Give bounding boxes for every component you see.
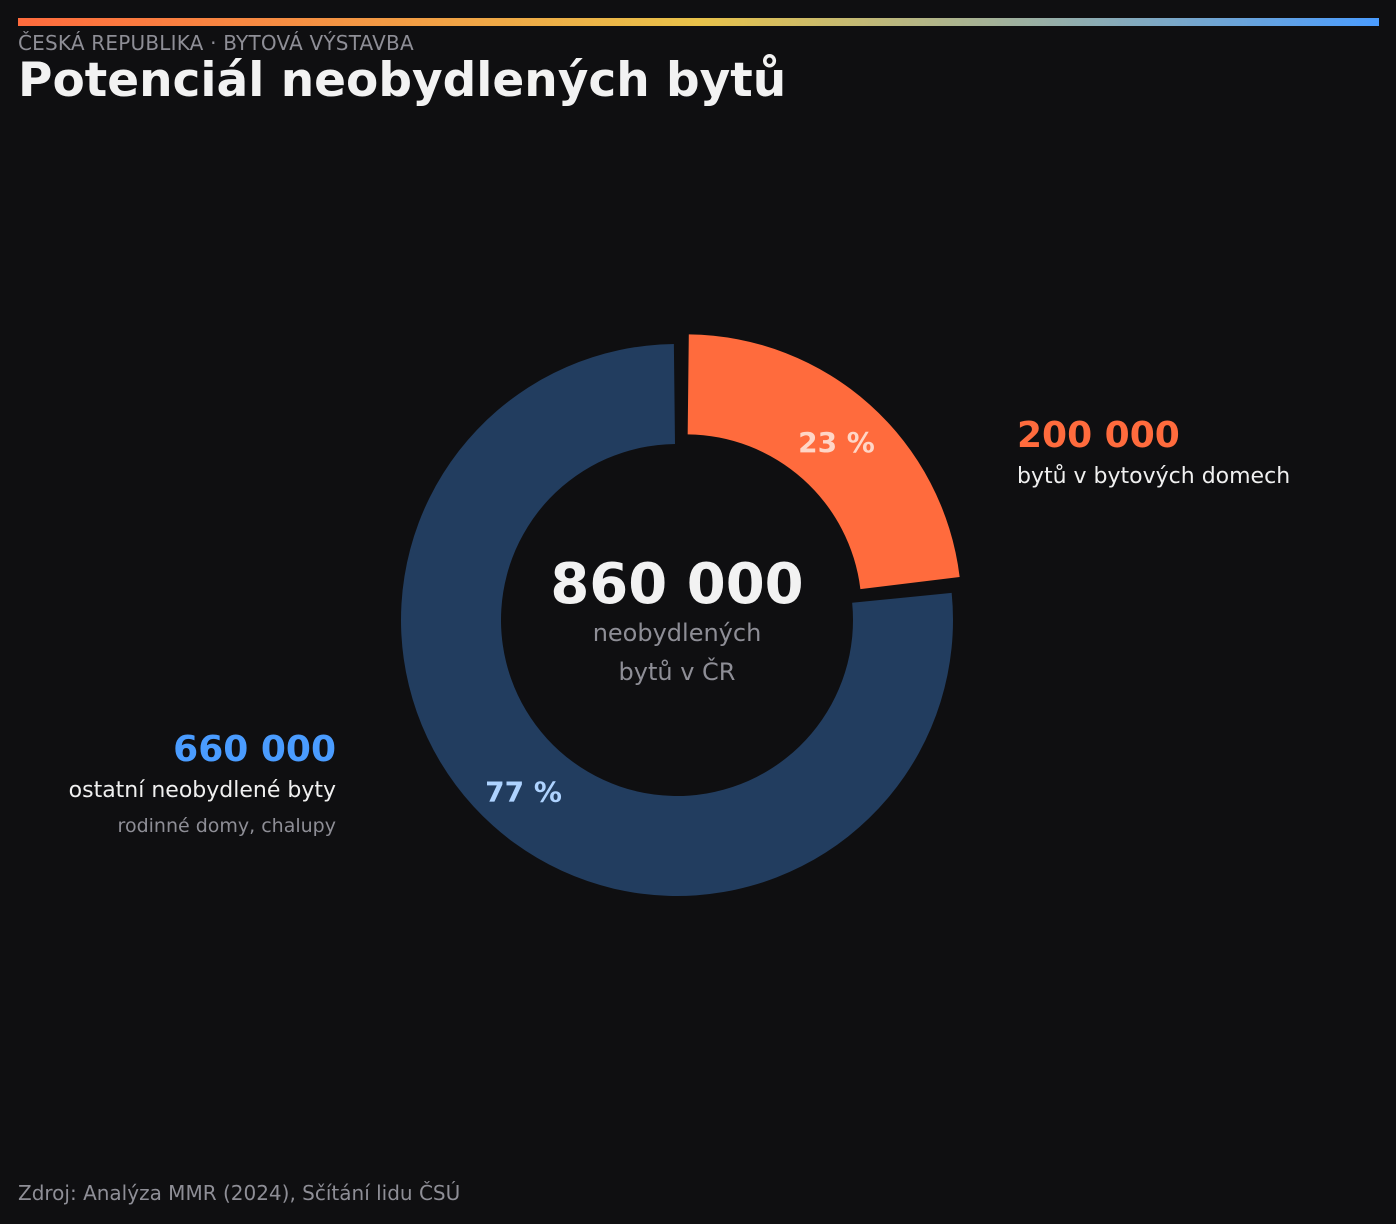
other-units-description: ostatní neobydlené byty	[68, 778, 336, 803]
donut-center: 860 000 neobydlených bytů v ČR	[550, 552, 803, 686]
percent-labels: 23 % 77 %	[485, 426, 875, 808]
slice-percent-label-0: 23 %	[798, 426, 875, 459]
slice-label-other-units: 660 000 ostatní neobydlené byty rodinné …	[69, 728, 336, 838]
kicker: ČESKÁ REPUBLIKA · BYTOVÁ VÝSTAVBA	[18, 31, 414, 55]
source-note: Zdroj: Analýza MMR (2024), Sčítání lidu …	[18, 1181, 461, 1205]
other-units-value: 660 000	[173, 729, 336, 770]
slice-percent-label-1: 77 %	[485, 775, 562, 808]
apartment-buildings-description: bytů v bytových domech	[1017, 464, 1291, 489]
apartment-buildings-value: 200 000	[1017, 415, 1180, 456]
donut-slice-1	[401, 344, 953, 897]
center-caption-line2: bytů v ČR	[619, 656, 736, 686]
donut-slices	[401, 334, 960, 897]
other-units-subdescription: rodinné domy, chalupy	[117, 815, 336, 837]
slice-label-apartment-buildings: 200 000 bytů v bytových domech	[1017, 414, 1290, 492]
page-title: Potenciál neobydlených bytů	[18, 53, 787, 108]
center-caption-line1: neobydlených	[593, 619, 762, 647]
accent-gradient-bar	[18, 18, 1379, 26]
donut-slice-0	[687, 334, 960, 590]
center-total-value: 860 000	[550, 552, 803, 617]
